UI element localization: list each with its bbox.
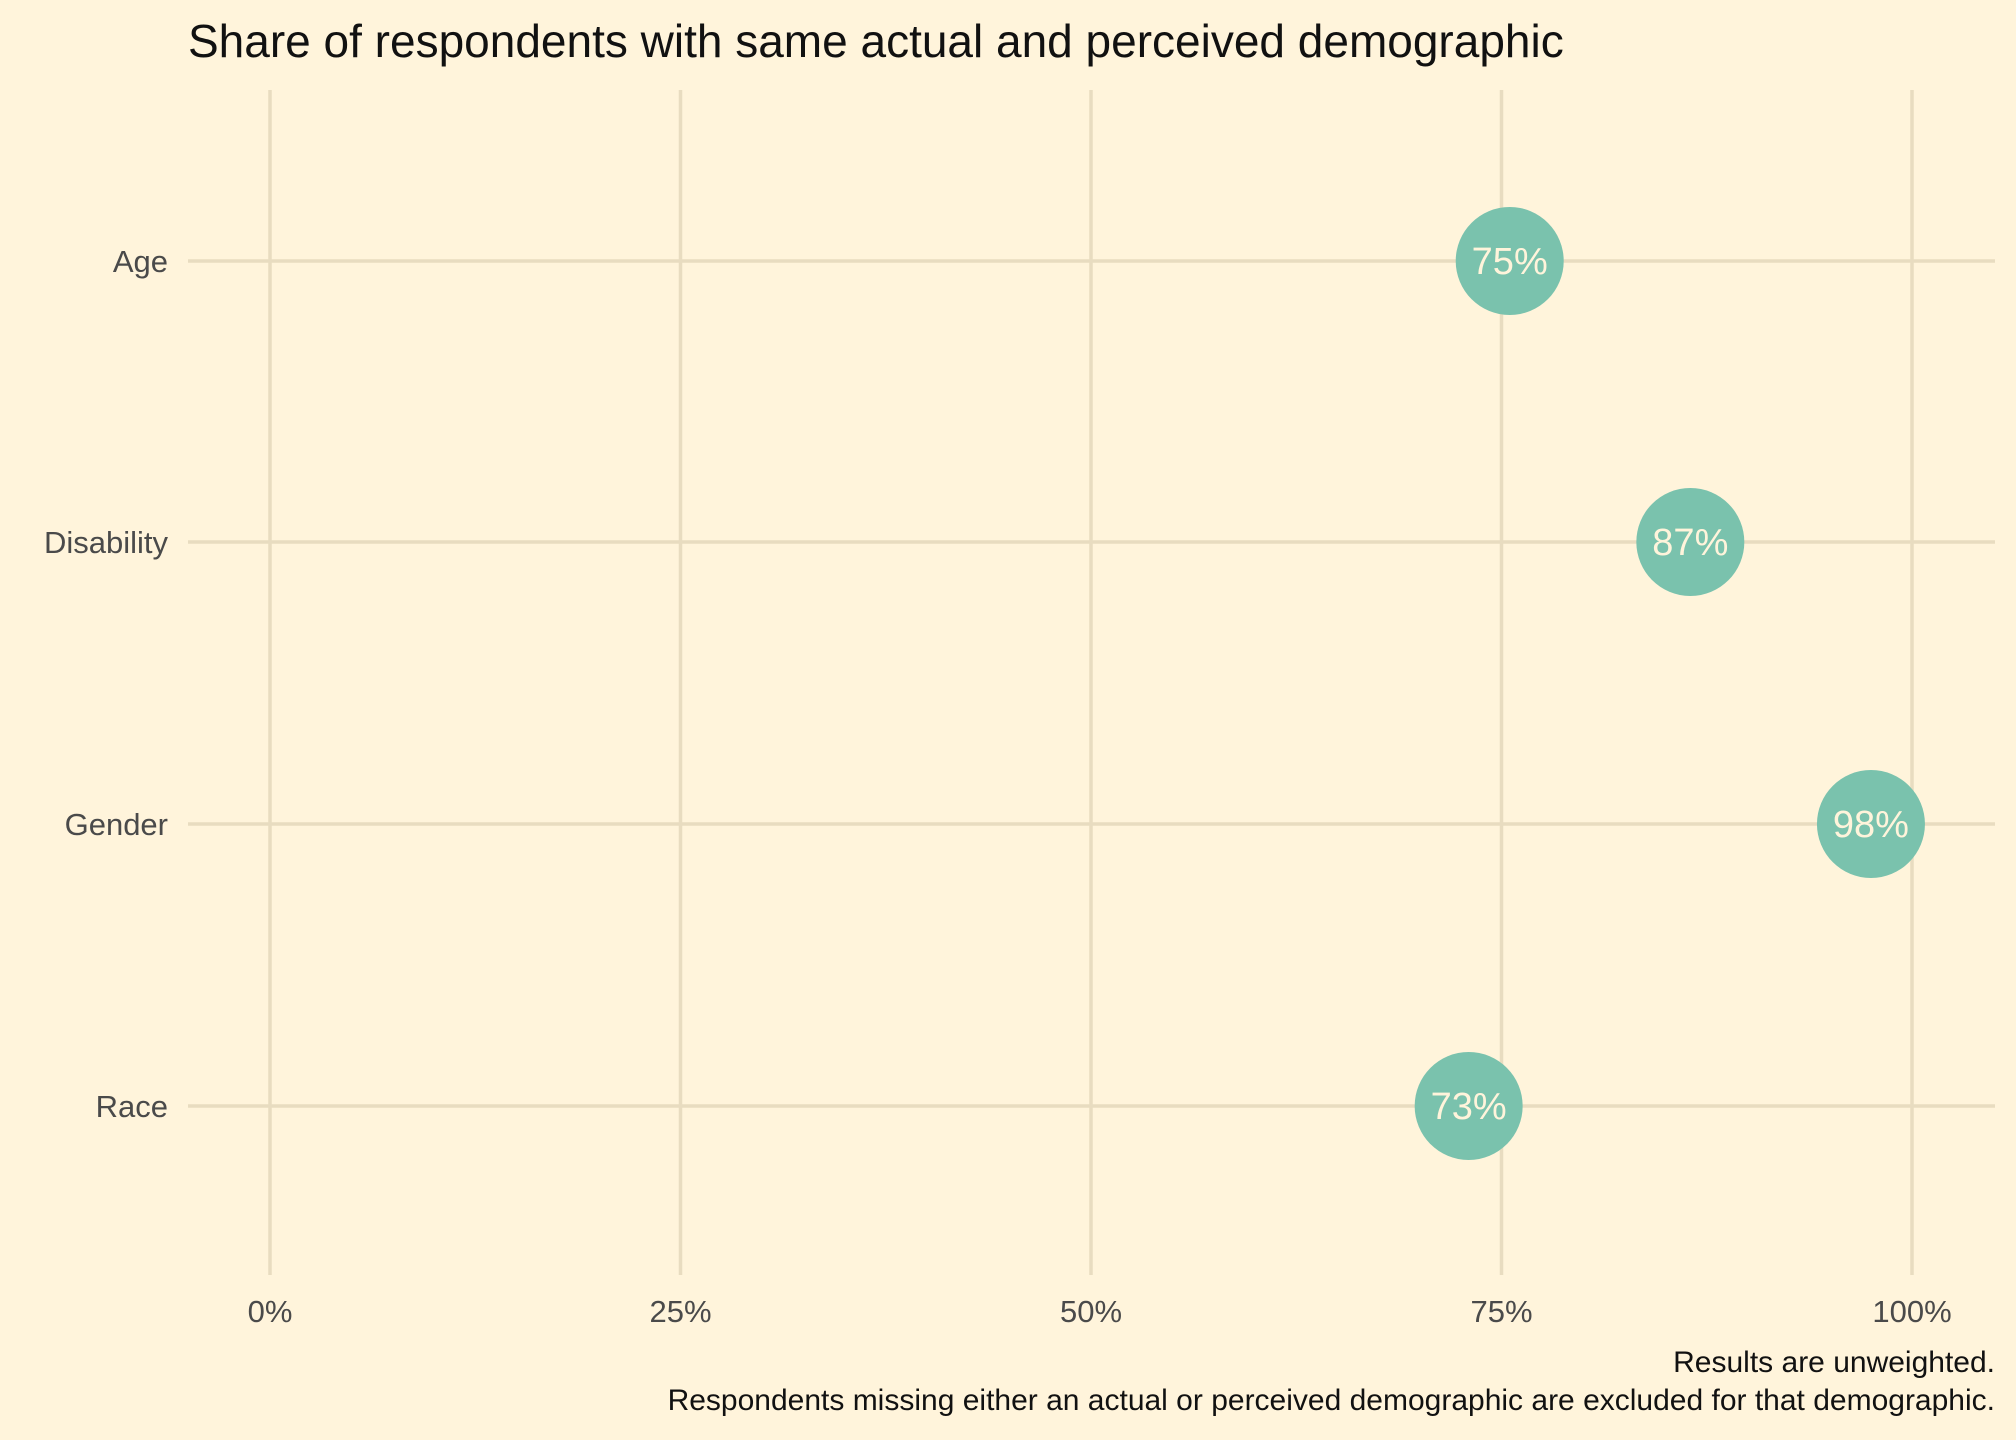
data-point [1414,1052,1523,1160]
data-point-label: 75% [1472,241,1548,283]
y-tick-label: Age [113,244,168,279]
caption-line-1: Results are unweighted. [1673,1346,1995,1379]
data-point [1636,488,1745,596]
data-points: 75% 87% 98% 73% [1414,207,1925,1160]
y-tick-label: Gender [65,807,168,842]
caption-line-2: Respondents missing either an actual or … [668,1384,1995,1417]
chart-title: Share of respondents with same actual an… [188,15,1564,67]
x-tick-label: 75% [1470,1294,1532,1329]
y-tick-label: Disability [44,525,169,560]
y-tick-label: Race [96,1089,168,1124]
x-tick-label: 25% [649,1294,711,1329]
x-tick-label: 0% [248,1294,293,1329]
y-axis-labels: Age Disability Gender Race [44,244,169,1124]
data-point-label: 98% [1833,804,1909,846]
x-tick-label: 50% [1060,1294,1122,1329]
data-point [1455,207,1564,315]
data-point [1816,770,1925,878]
x-axis-labels: 0% 25% 50% 75% 100% [248,1294,1952,1329]
grid-lines [188,90,1995,1275]
x-tick-label: 100% [1872,1294,1951,1329]
data-point-label: 73% [1431,1086,1507,1128]
data-point-label: 87% [1652,522,1728,564]
